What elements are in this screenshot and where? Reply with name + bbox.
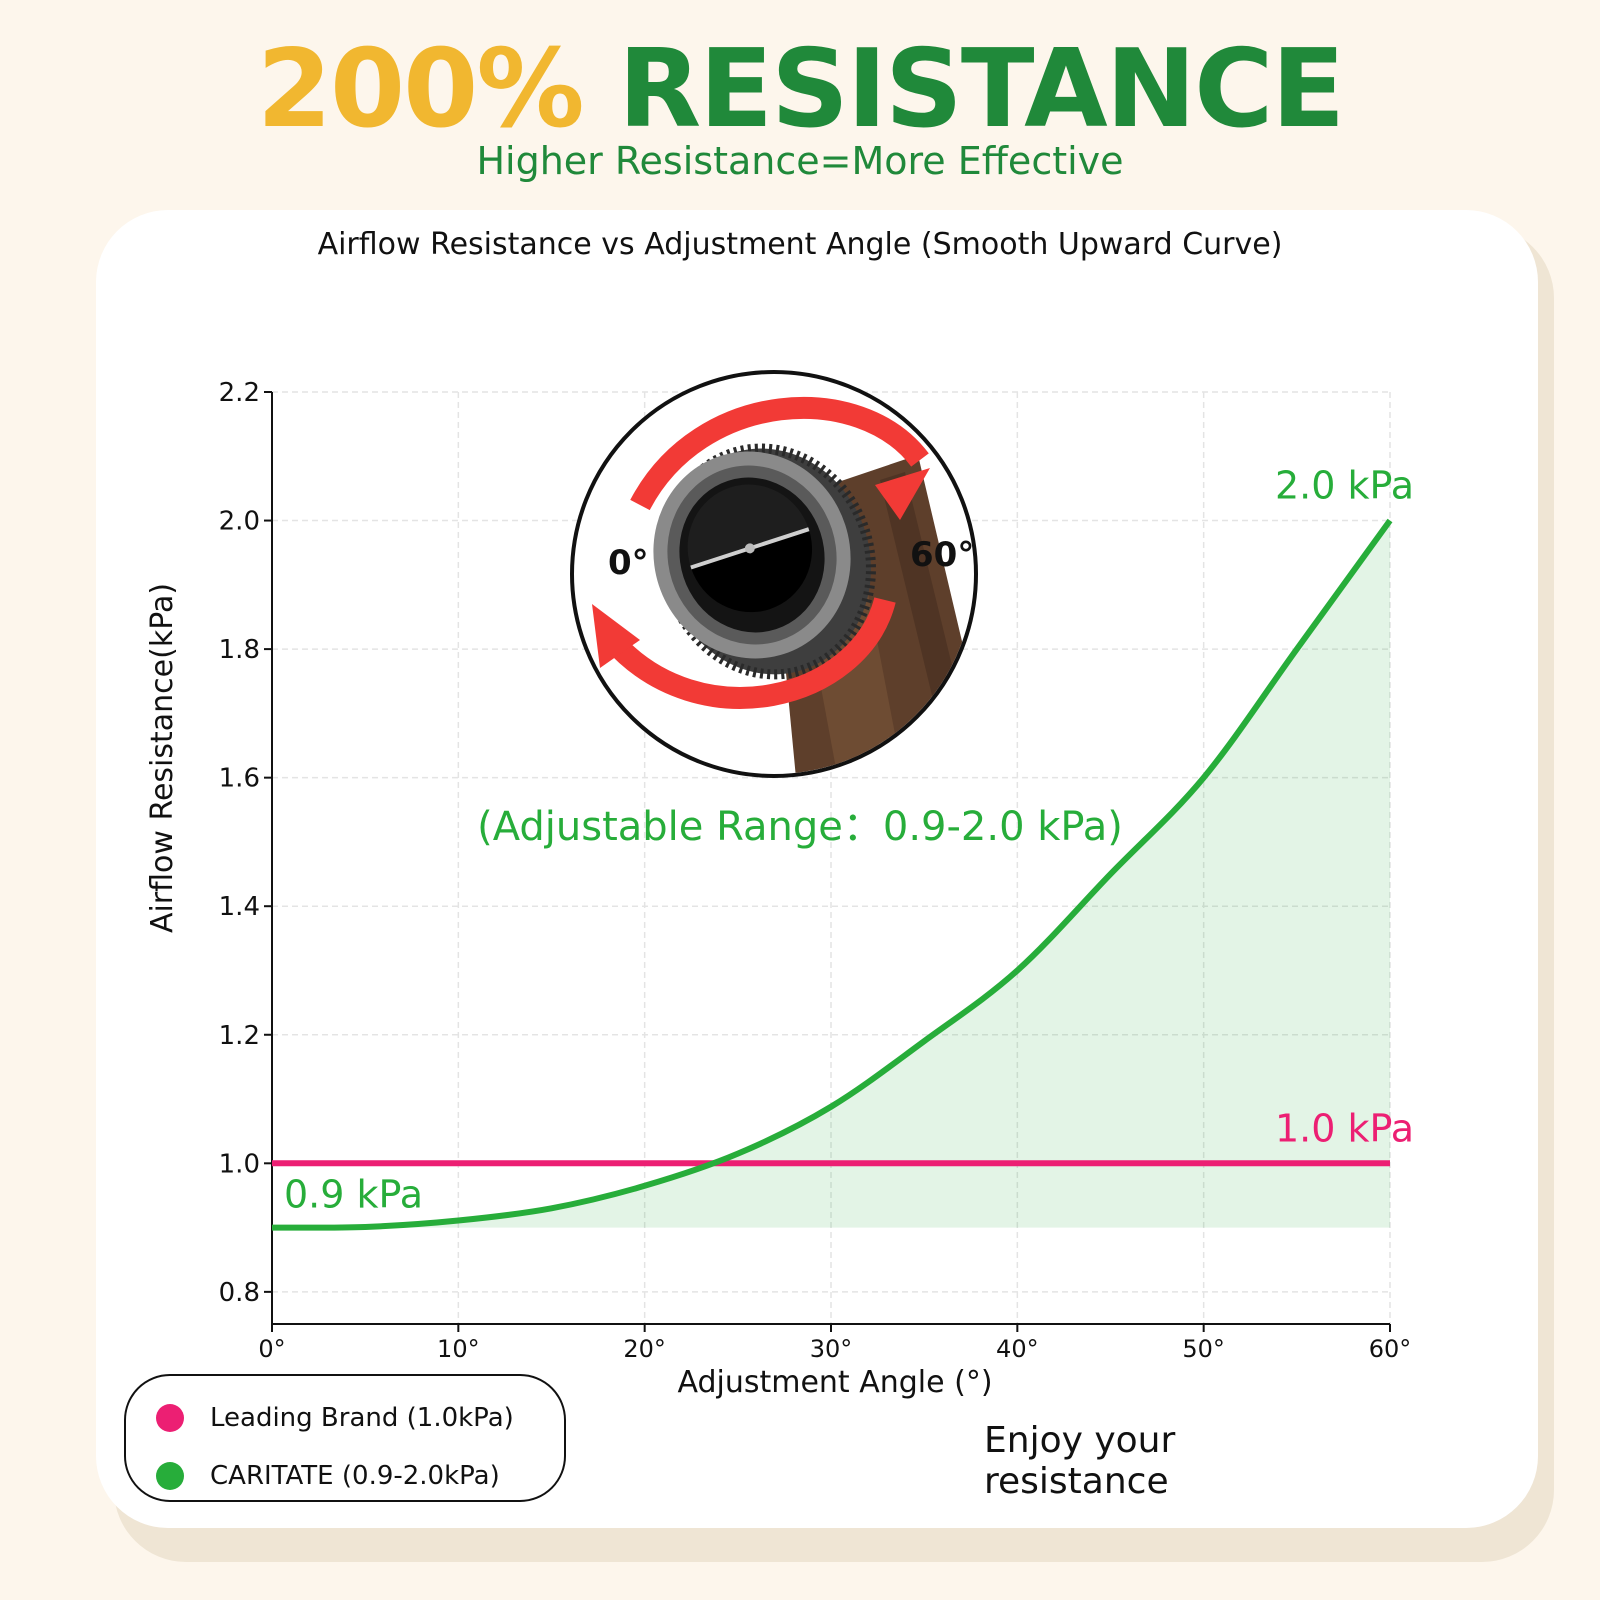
legend-label-leading-brand: Leading Brand (1.0kPa)	[210, 1403, 514, 1433]
pink-line-end-label: 1.0 kPa	[1275, 1106, 1414, 1150]
headline: 200% RESISTANCE	[0, 30, 1600, 150]
legend-item-leading-brand: Leading Brand (1.0kPa)	[156, 1398, 514, 1438]
x-tick-label: 30°	[810, 1335, 853, 1363]
curve-start-label: 0.9 kPa	[284, 1173, 423, 1217]
y-tick-label: 2.2	[219, 378, 260, 408]
dial-min-label: 0°	[608, 543, 649, 583]
tagline: Enjoy your resistance	[984, 1420, 1176, 1502]
x-tick-label: 50°	[1182, 1335, 1225, 1363]
y-tick-label: 1.6	[219, 764, 260, 794]
legend-label-caritate: CARITATE (0.9-2.0kPa)	[210, 1461, 500, 1491]
legend-dot-pink	[156, 1404, 184, 1432]
dial-max-label: 60°	[910, 535, 974, 575]
legend-item-caritate: CARITATE (0.9-2.0kPa)	[156, 1456, 500, 1496]
series-line-caritate	[271, 518, 1393, 1231]
curve-end-label: 2.0 kPa	[1275, 464, 1414, 508]
y-tick-label: 1.8	[219, 635, 260, 665]
y-tick-label: 1.4	[219, 892, 260, 922]
y-tick-label: 2.0	[219, 507, 260, 537]
adjustable-range-annotation: (Adjustable Range：0.9-2.0 kPa)	[477, 804, 1123, 850]
adjustment-dial-illustration: 0° 60°	[570, 370, 978, 778]
legend-dot-green	[156, 1462, 184, 1490]
y-ticks: 0.8 1.0 1.2 1.4 1.6 1.8 2.0 2.2	[219, 378, 272, 1308]
y-tick-label: 1.2	[219, 1021, 260, 1051]
x-tick-label: 0°	[258, 1335, 285, 1363]
series-points	[271, 520, 1391, 1228]
x-tick-label: 40°	[996, 1335, 1039, 1363]
subtitle: Higher Resistance=More Effective	[476, 139, 1124, 183]
x-tick-label: 10°	[437, 1335, 480, 1363]
y-tick-label: 0.8	[219, 1278, 260, 1308]
x-tick-label: 20°	[623, 1335, 666, 1363]
curve-fill-area	[272, 520, 1390, 1228]
legend: Leading Brand (1.0kPa) CARITATE (0.9-2.0…	[124, 1374, 566, 1502]
y-axis-label: Airflow Resistance(kPa)	[145, 583, 180, 933]
headline-percent: 200%	[256, 27, 585, 152]
x-tick-label: 60°	[1369, 1335, 1412, 1363]
headline-word: RESISTANCE	[618, 27, 1345, 152]
x-axis-label: Adjustment Angle (°)	[677, 1365, 992, 1400]
chart-title: Airflow Resistance vs Adjustment Angle (…	[318, 227, 1283, 262]
x-ticks: 0° 10° 20° 30° 40° 50° 60°	[258, 1324, 1411, 1363]
y-tick-label: 1.0	[219, 1149, 260, 1179]
